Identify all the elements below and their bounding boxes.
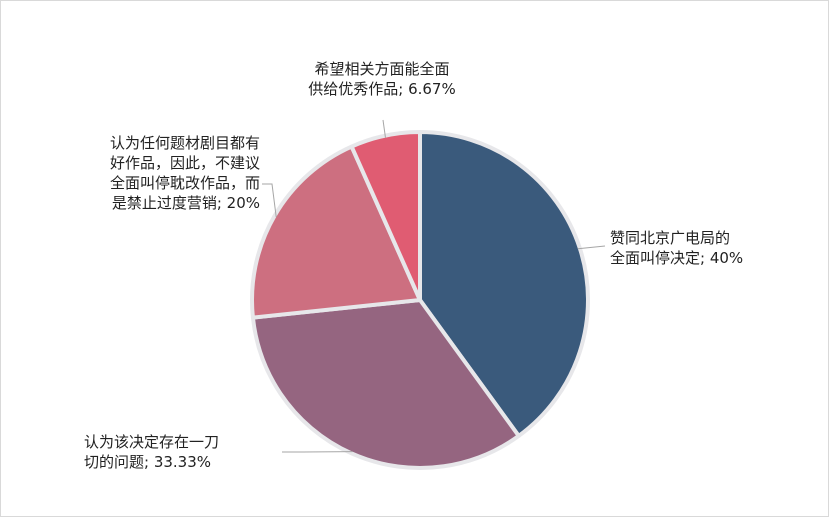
slice-label-3-line-2: 供给优秀作品; 6.67%: [308, 80, 456, 98]
pie-slice-2: [250, 144, 422, 320]
slice-label-0: 赞同北京广电局的 全面叫停决定; 40%: [610, 228, 743, 268]
slice-label-2: 认为任何题材剧目都有 好作品，因此，不建议 全面叫停耽改作品，而 是禁止过度营销…: [60, 133, 260, 213]
slice-label-1-line-2: 切的问题; 33.33%: [84, 453, 212, 471]
slice-label-1: 认为该决定存在一刀 切的问题; 33.33%: [84, 432, 219, 472]
slice-label-2-line-4: 是禁止过度营销; 20%: [111, 194, 260, 212]
leader-line-2: [262, 183, 277, 218]
slice-label-2-line-3: 全面叫停耽改作品，而: [109, 174, 260, 192]
slice-label-2-line-2: 好作品，因此，不建议: [109, 154, 260, 172]
pie-slices: [250, 130, 590, 470]
slice-label-0-line-2: 全面叫停决定; 40%: [610, 249, 744, 267]
slice-label-2-line-1: 认为任何题材剧目都有: [109, 134, 260, 152]
slice-label-1-line-1: 认为该决定存在一刀: [84, 433, 220, 451]
pie-slice-1: [250, 298, 521, 470]
leader-line-0: [577, 245, 606, 250]
slice-label-3-line-1: 希望相关方面能全面: [314, 60, 450, 78]
slice-label-0-line-1: 赞同北京广电局的: [610, 229, 731, 247]
slice-label-3: 希望相关方面能全面 供给优秀作品; 6.67%: [282, 59, 482, 99]
leader-lines: [262, 119, 606, 453]
leader-line-3: [382, 119, 386, 138]
